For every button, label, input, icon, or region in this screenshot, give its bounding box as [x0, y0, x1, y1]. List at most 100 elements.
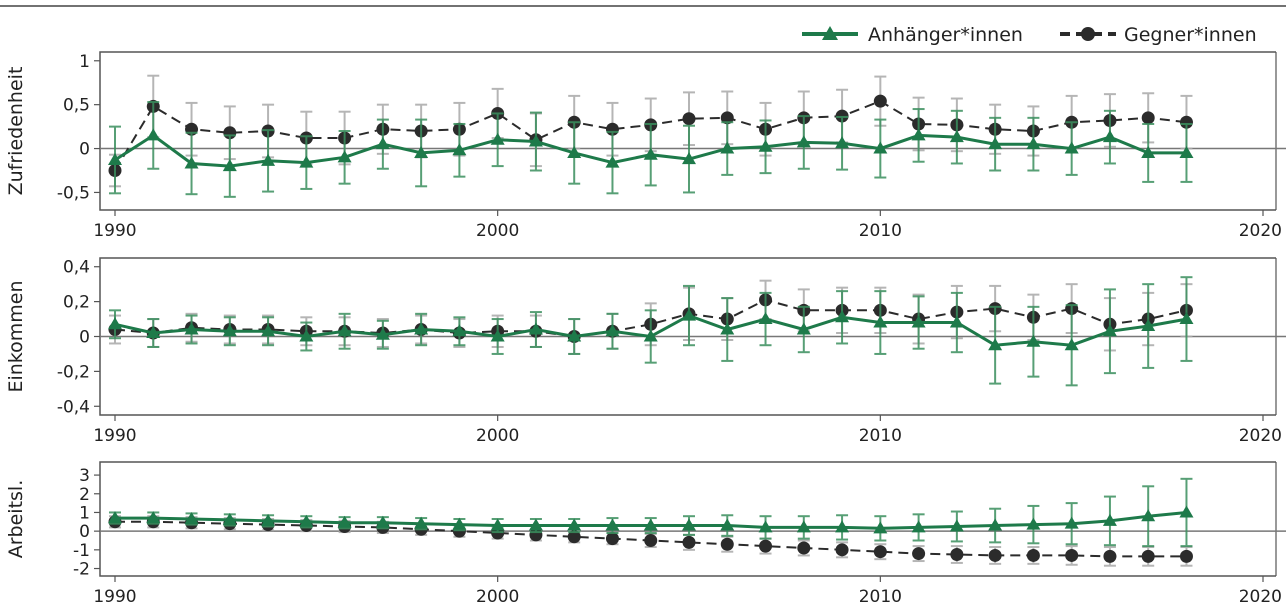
marker-supporters [682, 308, 696, 321]
marker-supporters [1064, 141, 1079, 154]
panel-zufriedenheit: -0,5 0 0,5 1 1990 2000 2010 2020 Zufriedenheit [5, 51, 1286, 241]
panel-frame [99, 51, 1276, 211]
legend-label-supporters: Anhänger*innen [868, 24, 1023, 46]
marker-supporters [835, 520, 850, 533]
series-supporters [108, 276, 1194, 387]
legend-marker-opponents [1081, 27, 1095, 41]
marker-supporters [796, 520, 811, 533]
marker-supporters [375, 327, 390, 340]
marker-supporters [299, 329, 314, 342]
marker-supporters [1179, 505, 1194, 518]
panel-einkommen: -0,4 -0,2 0 0,2 0,4 1990 2000 2010 2020 Einkommen [5, 257, 1286, 446]
marker-opponents [1141, 111, 1155, 125]
marker-supporters [873, 521, 888, 534]
marker-supporters [796, 322, 811, 335]
legend-item-opponents: Gegner*innen [1060, 24, 1257, 46]
marker-supporters [375, 515, 390, 528]
y-tick-label: -0,4 [57, 397, 90, 417]
marker-supporters [184, 512, 199, 524]
marker-supporters [261, 324, 276, 337]
y-tick-label: -0,5 [57, 183, 90, 203]
marker-supporters [567, 518, 582, 531]
marker-supporters [528, 134, 543, 147]
marker-supporters [911, 520, 926, 533]
marker-supporters [414, 322, 429, 335]
x-tick-label: 1990 [93, 221, 136, 241]
marker-supporters [1102, 324, 1117, 337]
y-tick-label: 0 [79, 140, 90, 160]
y-tick-label: 2 [79, 485, 90, 505]
marker-supporters [1102, 513, 1117, 526]
marker-supporters [1064, 516, 1079, 529]
marker-supporters [758, 520, 773, 533]
marker-supporters [299, 155, 314, 168]
y-axis-label: Zufriedenheit [5, 67, 27, 196]
marker-supporters [1179, 312, 1194, 325]
marker-supporters [1064, 338, 1079, 351]
marker-supporters [873, 315, 888, 328]
marker-opponents [644, 533, 658, 547]
marker-opponents [950, 548, 964, 562]
marker-supporters [1026, 137, 1041, 150]
legend: Anhänger*innen Gegner*innen [802, 24, 1257, 46]
marker-supporters [414, 516, 429, 529]
marker-opponents [1179, 549, 1193, 563]
x-tick-label: 2010 [859, 426, 902, 446]
y-tick-label: 0,2 [63, 293, 90, 313]
legend-marker-supporters [822, 26, 838, 40]
marker-supporters [835, 310, 850, 323]
marker-opponents [873, 94, 887, 108]
series-opponents [108, 515, 1193, 567]
marker-supporters [490, 518, 505, 531]
marker-supporters [949, 315, 964, 328]
x-tick-label: 2000 [476, 221, 519, 241]
marker-supporters [222, 512, 237, 525]
y-tick-label: 0 [79, 522, 90, 542]
marker-supporters [567, 329, 582, 342]
marker-opponents [797, 541, 811, 555]
series-supporters [108, 477, 1194, 548]
marker-supporters [528, 322, 543, 335]
marker-supporters [720, 141, 735, 154]
marker-supporters [682, 518, 696, 531]
marker-opponents [1179, 115, 1193, 129]
marker-opponents [682, 112, 696, 126]
marker-supporters [1026, 334, 1041, 347]
marker-supporters [146, 326, 161, 339]
marker-supporters [1102, 130, 1117, 143]
marker-supporters [146, 128, 161, 141]
legend-item-supporters: Anhänger*innen [802, 24, 1023, 46]
marker-supporters [108, 152, 122, 165]
marker-supporters [337, 515, 352, 528]
marker-supporters [605, 324, 620, 337]
marker-supporters [949, 519, 964, 532]
y-tick-label: 0,5 [63, 96, 90, 116]
marker-supporters [337, 324, 352, 337]
marker-supporters [758, 312, 773, 325]
marker-opponents [682, 535, 696, 549]
x-tick-label: 2000 [476, 426, 519, 446]
marker-supporters [835, 136, 850, 149]
marker-opponents [1026, 548, 1040, 562]
marker-supporters [222, 159, 237, 172]
marker-supporters [949, 130, 964, 143]
marker-supporters [873, 141, 888, 154]
marker-supporters [605, 155, 620, 168]
marker-supporters [452, 143, 467, 156]
marker-supporters [414, 145, 429, 158]
marker-opponents [1065, 548, 1079, 562]
marker-opponents [720, 537, 734, 551]
marker-supporters [988, 137, 1003, 150]
x-tick-label: 2020 [1239, 426, 1282, 446]
marker-opponents [759, 539, 773, 553]
legend-label-opponents: Gegner*innen [1124, 24, 1257, 46]
marker-supporters [911, 128, 926, 141]
x-tick-label: 2000 [476, 587, 519, 607]
y-tick-label: 0 [79, 328, 90, 348]
x-tick-label: 2020 [1239, 221, 1282, 241]
marker-supporters [452, 324, 467, 337]
marker-supporters [261, 513, 276, 526]
marker-supporters [911, 315, 926, 328]
marker-supporters [490, 329, 505, 342]
marker-supporters [299, 514, 314, 527]
